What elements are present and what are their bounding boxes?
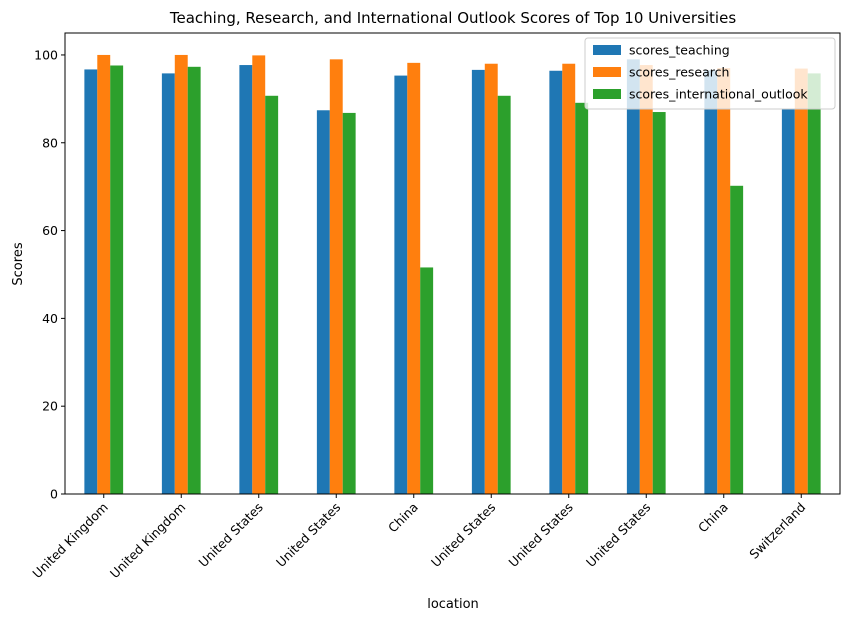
y-tick-label: 80 (42, 135, 58, 150)
bar-scores_international_outlook-5 (497, 95, 511, 494)
bar-scores_teaching-7 (626, 59, 640, 495)
y-tick-label: 40 (42, 311, 58, 326)
legend-label-scores_teaching: scores_teaching (629, 43, 730, 58)
x-tick-label: United States (273, 500, 343, 570)
y-tick-label: 20 (42, 399, 58, 414)
x-tick-label: China (385, 500, 421, 536)
bar-scores_international_outlook-1 (187, 66, 201, 494)
x-tick-label: United Kingdom (29, 500, 111, 582)
bar-scores_teaching-4 (394, 75, 408, 494)
x-tick-label: United States (505, 500, 575, 570)
bar-scores_teaching-9 (781, 109, 795, 494)
bar-scores_international_outlook-0 (110, 65, 124, 495)
bar-scores_teaching-2 (239, 65, 253, 495)
bars-layer (84, 54, 821, 495)
y-tick-label: 60 (42, 223, 58, 238)
bar-scores_research-5 (484, 63, 498, 494)
bar-scores_teaching-8 (704, 70, 718, 494)
y-tick-label: 100 (34, 47, 58, 62)
x-tick-label: United Kingdom (107, 500, 189, 582)
bar-scores_teaching-5 (471, 69, 485, 494)
legend: scores_teaching scores_research scores_int… (584, 37, 836, 110)
bar-scores_research-6 (562, 63, 576, 494)
x-tick-label: United States (428, 500, 498, 570)
bar-scores_teaching-1 (161, 73, 175, 494)
bar-scores_research-1 (174, 54, 188, 494)
bar-scores_research-9 (794, 68, 808, 494)
x-tick-label: Switzerland (746, 500, 808, 562)
bar-scores_international_outlook-7 (652, 112, 666, 494)
legend-box (584, 37, 836, 110)
x-tick-label: United States (583, 500, 653, 570)
plot-frame (64, 32, 841, 495)
bar-scores_research-0 (97, 54, 111, 494)
x-tick-label: China (695, 500, 731, 536)
x-tick-label: United States (195, 500, 265, 570)
bar-scores_international_outlook-2 (265, 95, 279, 494)
legend-label-scores_research: scores_research (629, 65, 729, 80)
bar-scores_teaching-3 (316, 110, 330, 495)
bar-scores_international_outlook-9 (807, 73, 821, 494)
legend-label-scores_international_outlook: scores_international_outlook (629, 87, 808, 102)
bar-scores_research-2 (252, 55, 266, 494)
bar-scores_research-8 (717, 68, 731, 495)
legend-swatch-scores_international_outlook (593, 89, 621, 99)
bar-scores_teaching-6 (549, 70, 563, 494)
x-axis-label: location (427, 597, 479, 612)
bar-scores_research-4 (407, 62, 421, 495)
y-tick-label: 0 (50, 487, 58, 502)
bar-scores_international_outlook-3 (342, 112, 356, 494)
legend-swatch-scores_research (593, 67, 621, 77)
legend-swatch-scores_teaching (593, 45, 621, 55)
y-axis-label: Scores (11, 242, 26, 285)
bar-scores_research-3 (329, 59, 343, 495)
chart-title: Teaching, Research, and International Ou… (169, 9, 736, 27)
bar-scores_research-7 (639, 65, 653, 495)
bar-scores_international_outlook-4 (420, 267, 434, 494)
bar-scores_international_outlook-6 (575, 102, 589, 494)
y-axis: 0 20 40 60 80 100 (34, 47, 65, 502)
bar-scores_teaching-0 (84, 69, 98, 494)
bar-scores_international_outlook-8 (730, 185, 744, 495)
